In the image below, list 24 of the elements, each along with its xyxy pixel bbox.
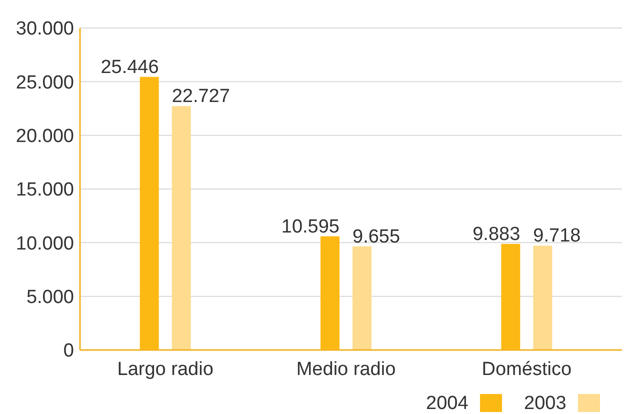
bar — [140, 76, 159, 350]
data-label: 25.446 — [100, 56, 159, 78]
legend-label: 2004 — [426, 393, 469, 414]
y-tick-label: 30.000 — [16, 18, 74, 40]
y-tick-label: 25.000 — [16, 72, 74, 94]
bar — [501, 244, 520, 350]
bar — [533, 246, 552, 350]
y-tick-label: 15.000 — [16, 180, 74, 201]
y-tick-label: 10.000 — [16, 233, 74, 254]
data-label: 22.727 — [172, 86, 230, 108]
data-label: 10.595 — [281, 216, 340, 238]
x-tick-label: Medio radio — [296, 359, 396, 380]
y-tick-label: 5.000 — [26, 286, 74, 308]
y-tick-label: 0 — [63, 340, 74, 362]
data-label: 9.718 — [533, 226, 581, 247]
bar — [320, 236, 340, 350]
bar — [352, 246, 372, 350]
x-tick-label: Doméstico — [482, 359, 572, 380]
bar — [172, 106, 191, 350]
data-label: 9.655 — [352, 226, 400, 248]
y-tick-label: 20.000 — [16, 126, 74, 147]
data-label: 9.883 — [472, 224, 520, 245]
legend-label: 2003 — [524, 393, 566, 414]
x-tick-label: Largo radio — [117, 359, 214, 380]
